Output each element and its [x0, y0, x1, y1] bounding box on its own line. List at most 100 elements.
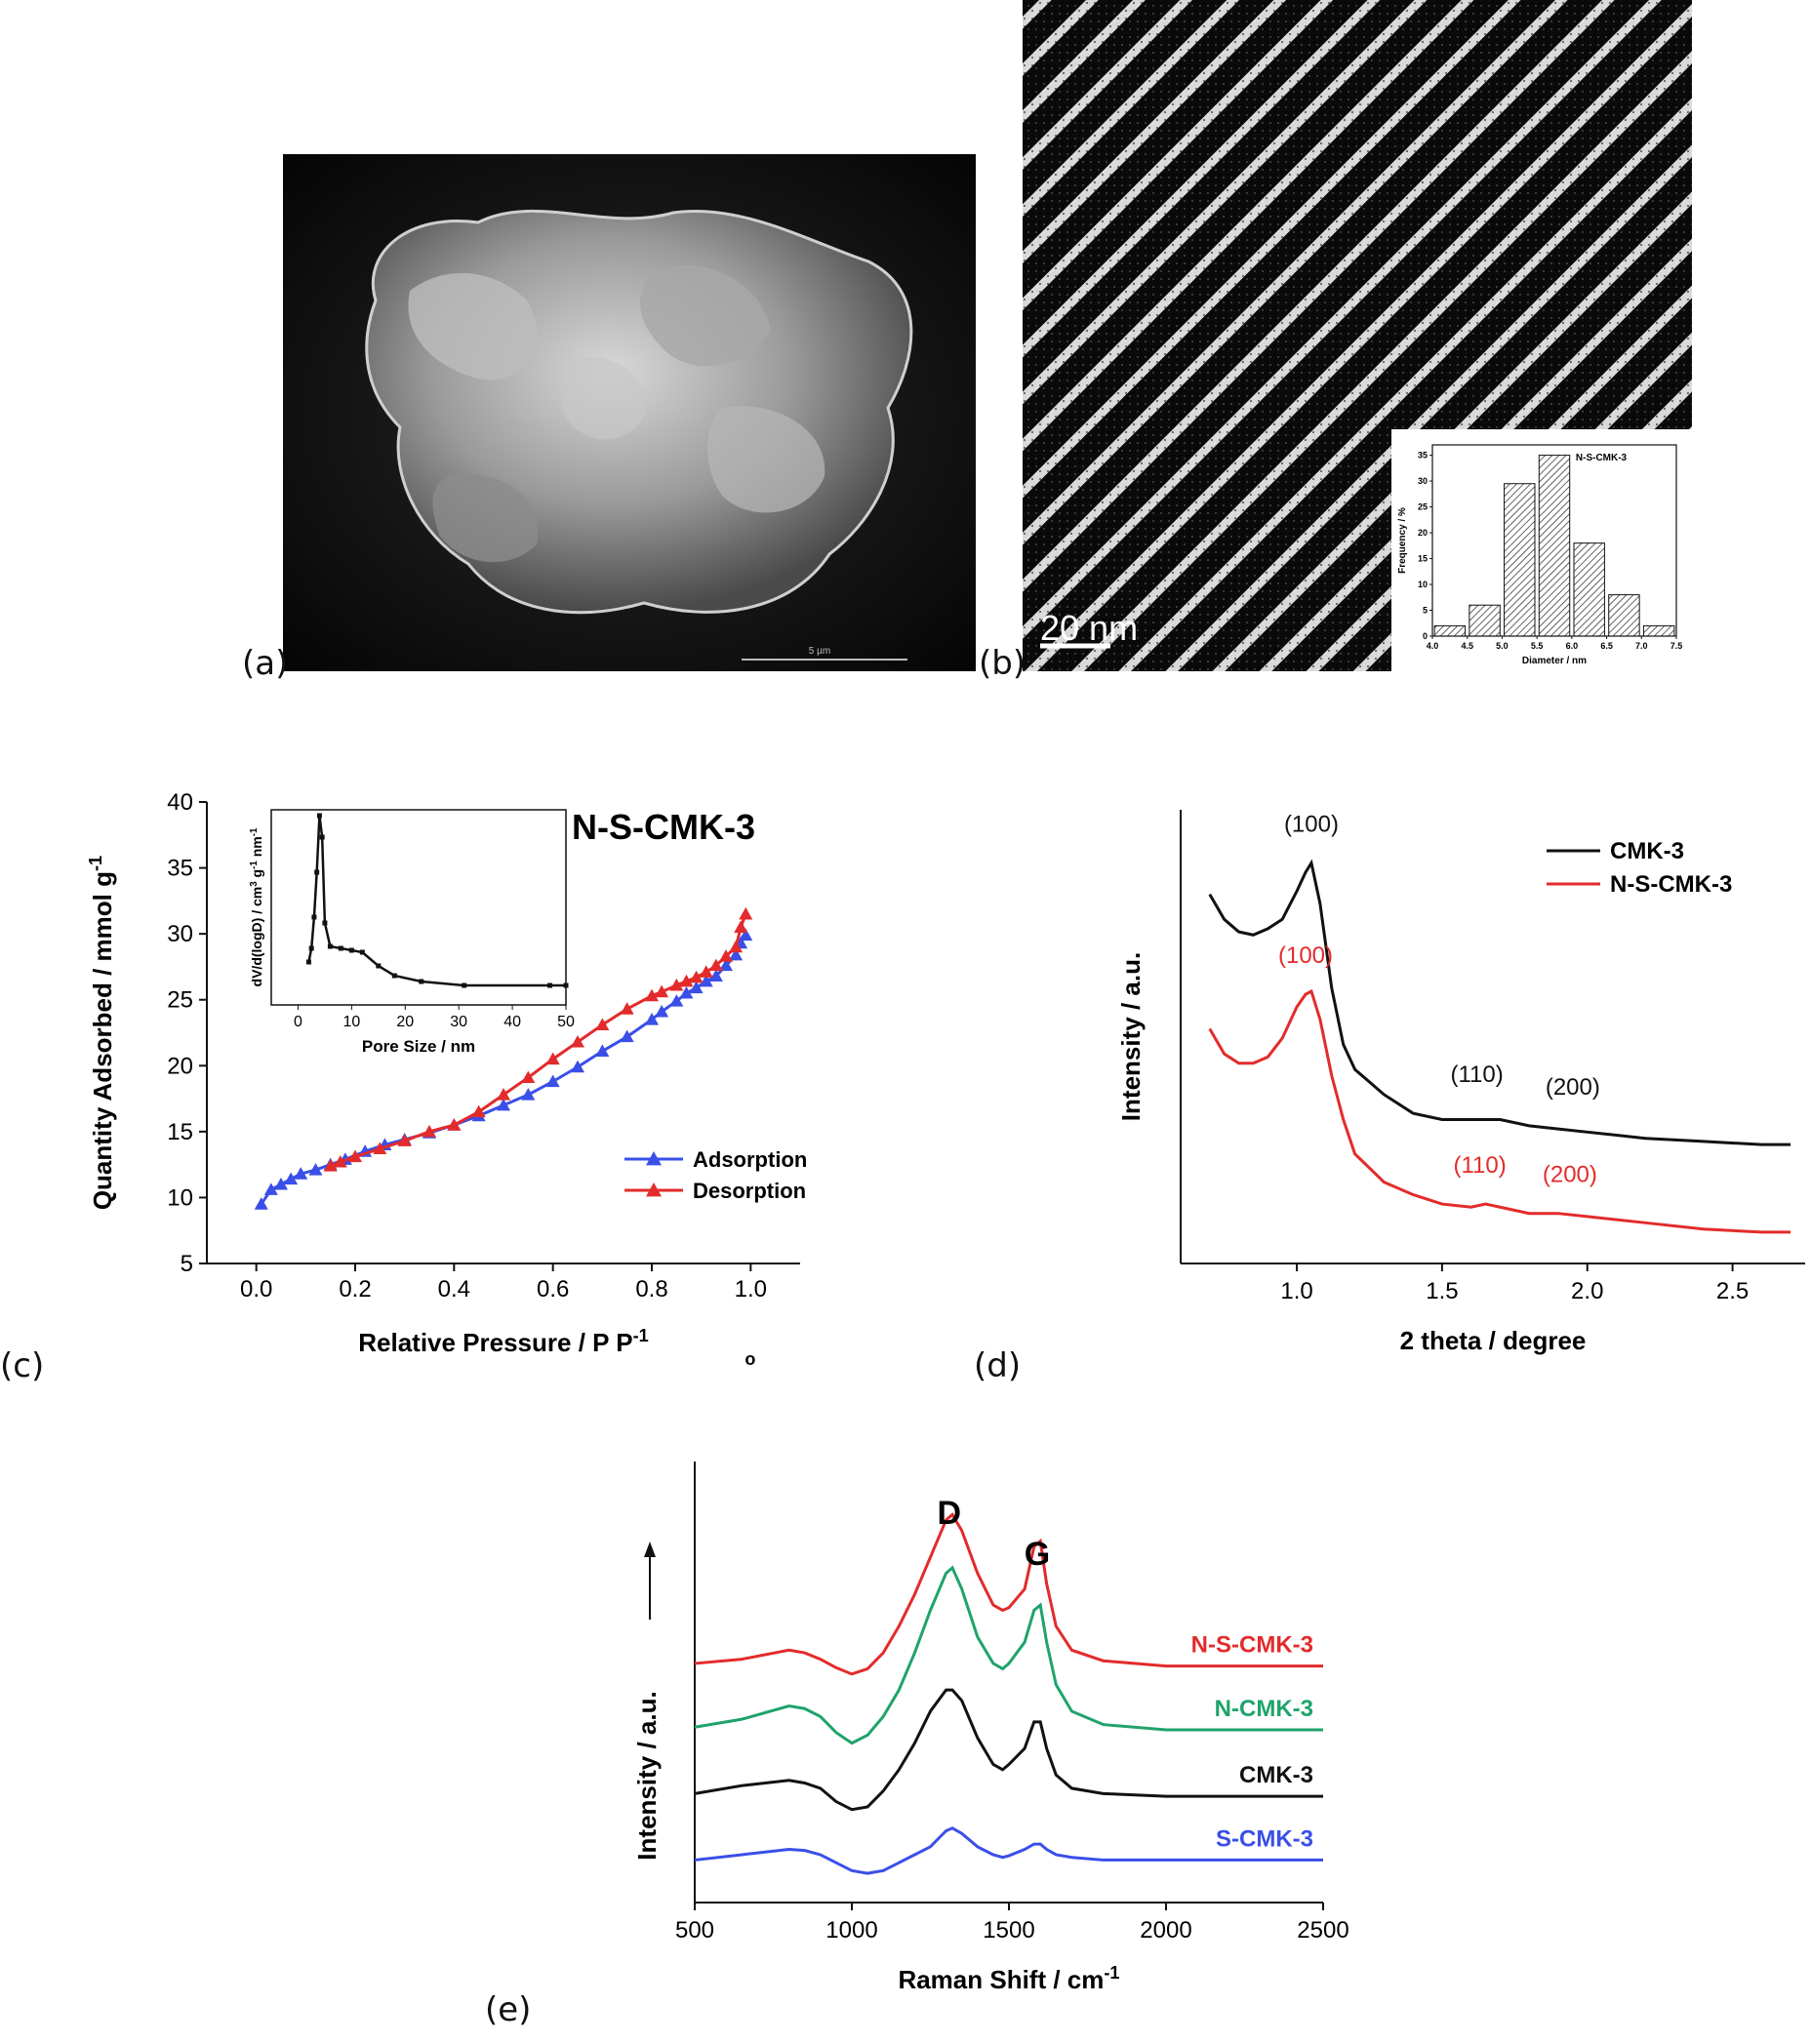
inset-point — [376, 963, 382, 969]
histogram-bar — [1504, 483, 1536, 637]
series-label: S-CMK-3 — [1216, 1825, 1313, 1852]
series-label: N-CMK-3 — [1215, 1696, 1313, 1722]
series-point — [595, 1018, 610, 1030]
panel-a: 5 µm — [283, 154, 976, 671]
series-point — [333, 1154, 347, 1168]
y-tick-label: 35 — [167, 856, 193, 882]
peak-annotation: (110) — [1453, 1152, 1506, 1179]
x-tick-label: 0.4 — [438, 1276, 470, 1303]
series-point — [447, 1118, 462, 1131]
series-point — [729, 940, 744, 953]
inset-y-label: dV/d(logD) / cm3 g-1 nm-1 — [249, 827, 265, 986]
y-tick-label: 10 — [167, 1184, 193, 1211]
inset-point — [462, 982, 467, 988]
y-tick-label: 40 — [167, 789, 193, 816]
tem-scale-label: 20 nm — [1040, 608, 1138, 648]
series-point — [708, 958, 723, 972]
series-point — [497, 1088, 510, 1101]
histogram-y-tick-label: 0 — [1423, 631, 1428, 641]
histogram-y-tick-label: 5 — [1423, 606, 1428, 616]
legend-label: CMK-3 — [1610, 838, 1684, 864]
inset-point — [338, 945, 343, 951]
inset-x-tick-label: 10 — [342, 1014, 360, 1030]
x-axis-label: Relative Pressure / P P-1 — [358, 1326, 649, 1357]
chart-isotherm: 5 10 15 20 25 30 35 40 0.0 0.2 0.4 0.6 0.8 1.0 Relativ… — [86, 789, 807, 1369]
series-point — [471, 1104, 486, 1118]
series-point — [734, 920, 748, 933]
series-point — [655, 1004, 669, 1018]
panel-e: 500 1000 1500 2000 2500 Raman Shift / cm-1 Int… — [615, 1444, 1356, 2039]
chart-title: N-S-CMK-3 — [572, 807, 755, 847]
inset-point — [419, 979, 424, 984]
series-point — [655, 984, 669, 998]
legend-label: Adsorption — [693, 1147, 807, 1172]
series-point — [595, 1044, 610, 1058]
panel-c: 5 10 15 20 25 30 35 40 0.0 0.2 0.4 0.6 0.8 1.0 Relativ… — [78, 781, 820, 1385]
inset-x-label: Pore Size / nm — [362, 1037, 475, 1056]
x-tick-label: 2000 — [1140, 1917, 1191, 1944]
inset-x-tick-label: 30 — [450, 1014, 467, 1030]
x-tick-label: 1.5 — [1426, 1278, 1458, 1304]
histogram-bar — [1608, 594, 1640, 637]
legend-label: N-S-CMK-3 — [1610, 871, 1732, 898]
chart-xrd: 1.0 1.5 2.0 2.5 2 theta / degree Intensity / … — [1116, 810, 1805, 1355]
x-axis-label: 2 theta / degree — [1400, 1326, 1587, 1355]
y-tick-label: 20 — [167, 1053, 193, 1079]
panel-label-b: (b) — [979, 644, 1026, 683]
series-point — [284, 1172, 299, 1185]
y-axis-label: Intensity / a.u. — [1116, 952, 1146, 1121]
inset-x-tick-label: 50 — [557, 1014, 575, 1030]
y-axis-label: Intensity / a.u. — [632, 1691, 662, 1860]
x-axis-label-sub: o — [745, 1349, 755, 1369]
histogram-y-tick-label: 15 — [1418, 554, 1428, 564]
series-point — [645, 1012, 659, 1025]
series-point — [348, 1149, 362, 1163]
inset-x-tick-label: 40 — [503, 1014, 521, 1030]
histogram-y-tick-label: 10 — [1418, 580, 1428, 589]
peak-annotation: (110) — [1451, 1062, 1504, 1088]
sem-image: 5 µm — [283, 154, 976, 671]
peak-annotation: (100) — [1284, 811, 1339, 837]
series-point — [545, 1074, 560, 1088]
panel-label-c: (c) — [0, 1346, 45, 1385]
inset-point — [314, 869, 320, 875]
peak-label-g: G — [1025, 1536, 1050, 1573]
histogram-x-tick-label: 5.0 — [1496, 641, 1509, 651]
series-line — [1208, 859, 1791, 1146]
series-point — [699, 965, 713, 978]
y-tick-label: 5 — [181, 1251, 193, 1277]
x-tick-label: 2500 — [1297, 1917, 1348, 1944]
series-point — [571, 1060, 584, 1073]
x-tick-label: 0.8 — [635, 1276, 667, 1303]
series-point — [497, 1098, 510, 1111]
series-line — [694, 1826, 1323, 1875]
histogram-y-label: Frequency / % — [1397, 507, 1408, 574]
histogram-bar — [1469, 604, 1501, 637]
x-tick-label: 1500 — [983, 1917, 1034, 1944]
series-line — [1208, 988, 1791, 1234]
x-axis-label: Raman Shift / cm-1 — [898, 1963, 1119, 1994]
histogram-title: N-S-CMK-3 — [1576, 453, 1628, 463]
x-tick-label: 1.0 — [735, 1276, 767, 1303]
panel-b: 20 nm 4.0 4.5 5.0 5.5 6.0 6.5 7.0 7.5 0 5 10 15 20 25… — [1023, 0, 1692, 671]
inset-point — [322, 920, 328, 926]
series-point — [521, 1070, 536, 1084]
series-point — [620, 1002, 634, 1015]
y-tick-label: 15 — [167, 1119, 193, 1145]
series-point — [689, 981, 704, 994]
series-line — [694, 1565, 1323, 1745]
x-tick-label: 500 — [675, 1917, 714, 1944]
inset-point — [319, 834, 325, 840]
panel-label-d: (d) — [974, 1346, 1022, 1385]
series-point — [308, 1163, 323, 1176]
x-tick-label: 0.6 — [537, 1276, 569, 1303]
histogram-x-label: Diameter / nm — [1522, 656, 1587, 666]
x-tick-label: 0.2 — [339, 1276, 371, 1303]
histogram-x-tick-label: 6.5 — [1600, 641, 1613, 651]
series-point — [645, 988, 659, 1002]
series-point — [397, 1134, 412, 1146]
histogram-x-tick-label: 7.5 — [1670, 641, 1683, 651]
histogram-bar — [1433, 624, 1467, 637]
y-arrow-head — [644, 1542, 656, 1557]
series-line — [694, 1512, 1323, 1676]
